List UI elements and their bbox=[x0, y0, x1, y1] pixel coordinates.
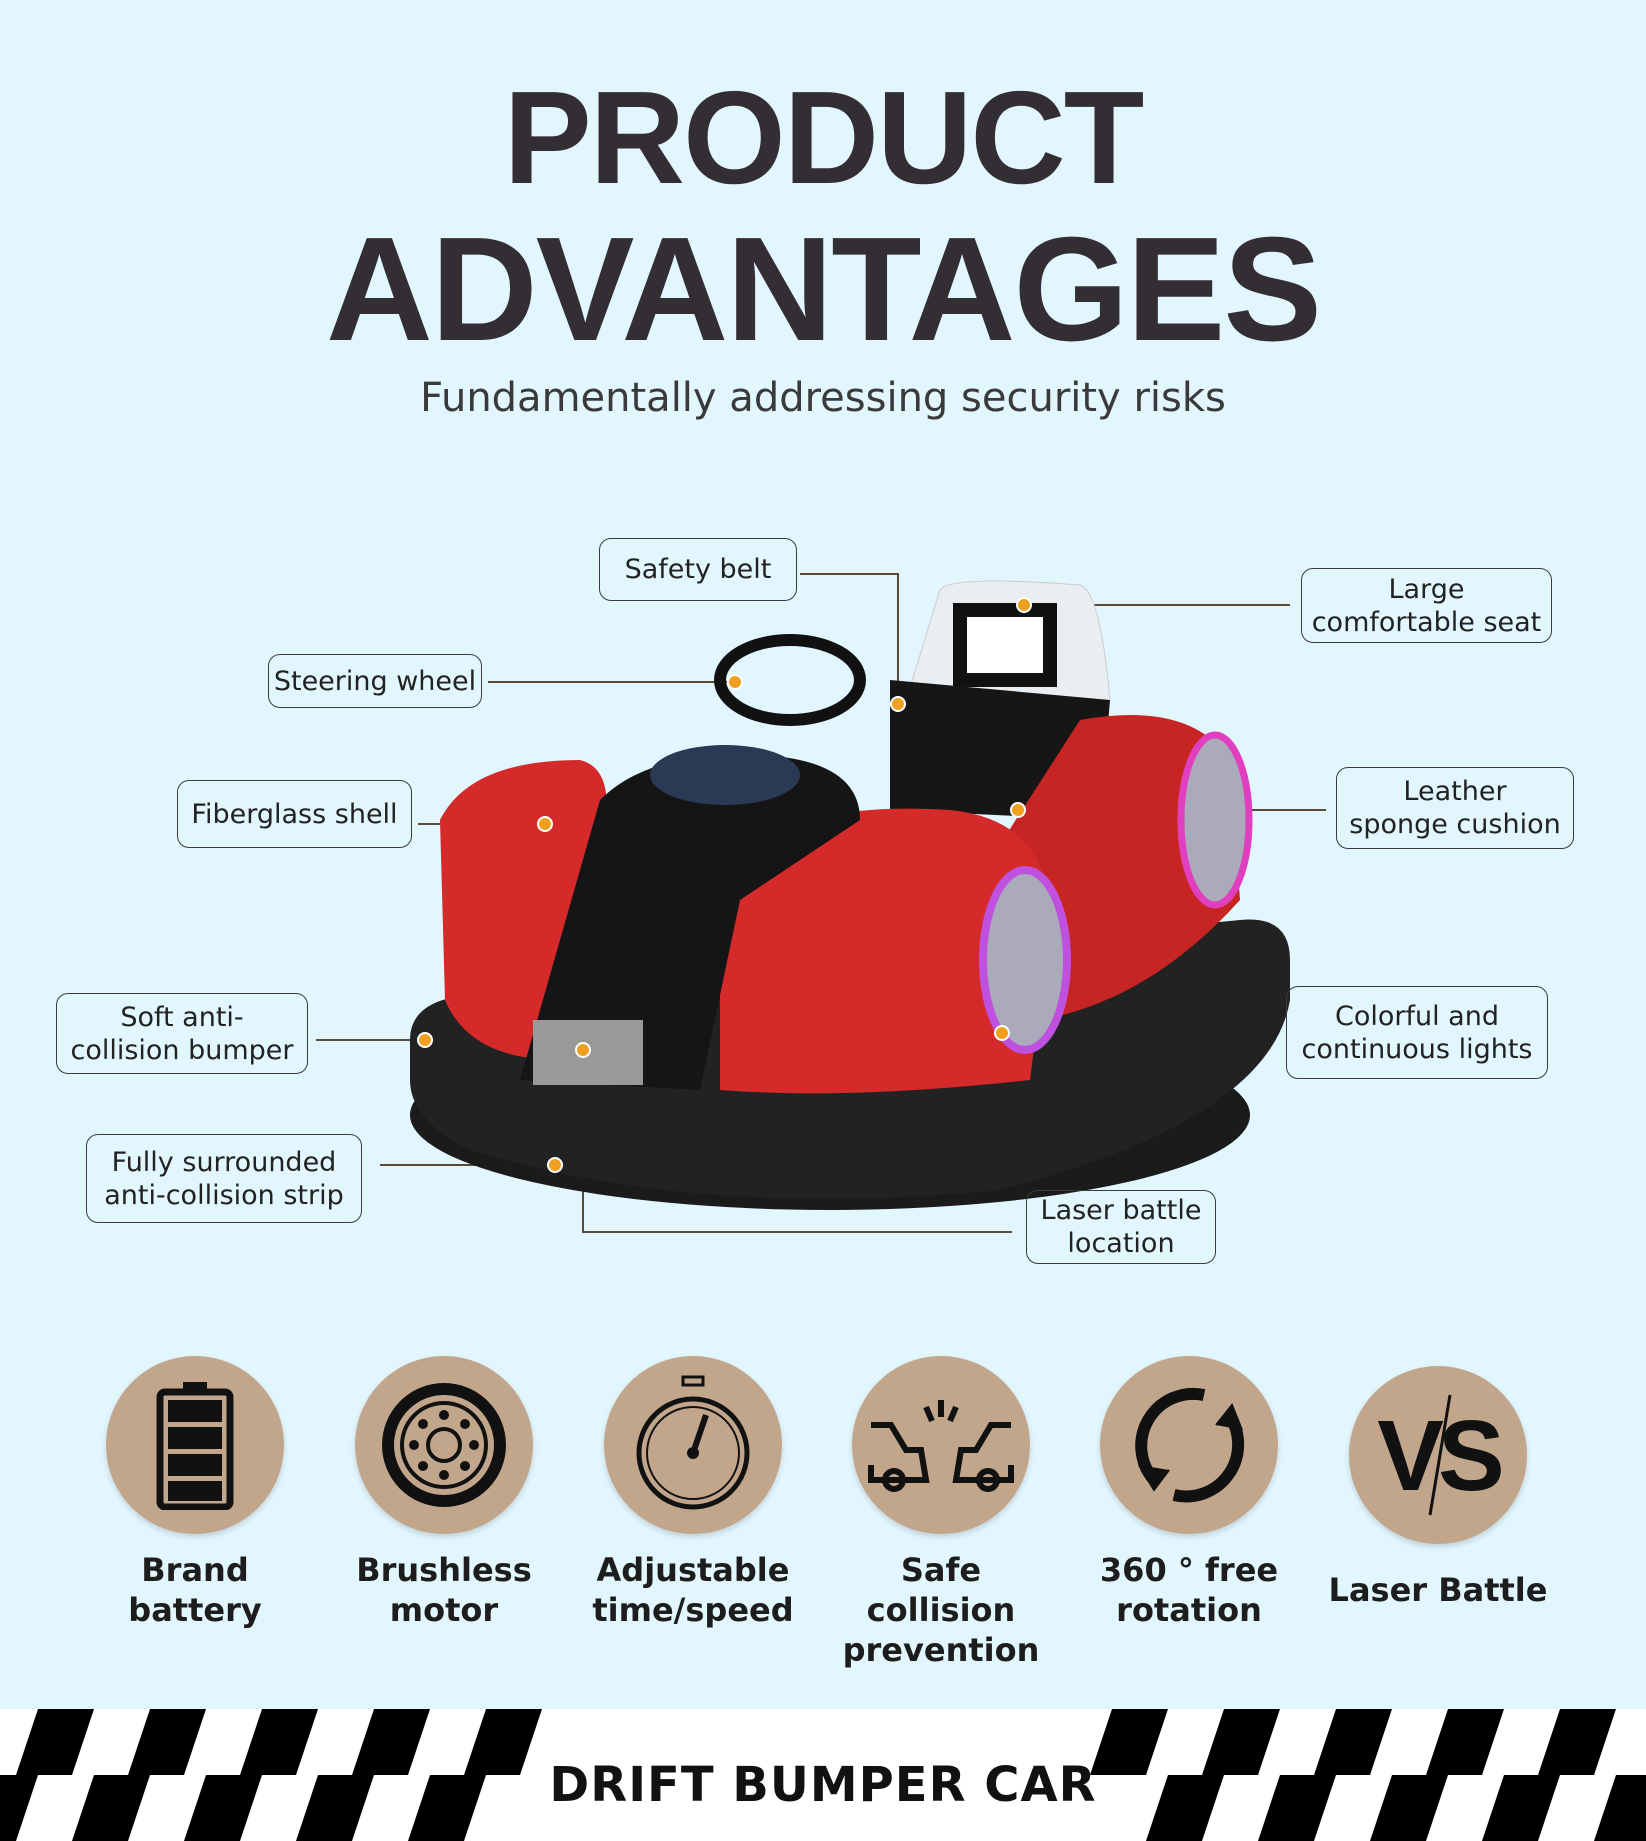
checker-square bbox=[1146, 1775, 1224, 1841]
steering-wheel bbox=[714, 634, 866, 726]
checkered-banner: DRIFT BUMPER CAR bbox=[0, 1709, 1646, 1841]
callout-fiberglass-shell: Fiberglass shell bbox=[177, 780, 412, 848]
callout-colorful-lights: Colorful and continuous lights bbox=[1286, 986, 1548, 1079]
motor-icon bbox=[355, 1356, 533, 1534]
checker-square bbox=[1538, 1709, 1616, 1775]
banner-title: DRIFT BUMPER CAR bbox=[549, 1757, 1097, 1813]
feature-label: Adjustable time/speed bbox=[592, 1551, 794, 1629]
checker-square bbox=[1426, 1709, 1504, 1775]
feature-laser-battle: VS Laser Battle bbox=[1328, 1356, 1548, 1610]
feature-label: Brand battery bbox=[128, 1551, 262, 1629]
checker-square bbox=[408, 1775, 486, 1841]
checker-square bbox=[1258, 1775, 1336, 1841]
checker-square bbox=[296, 1775, 374, 1841]
checker-square bbox=[1090, 1709, 1168, 1775]
checkered-pattern bbox=[0, 1709, 1646, 1841]
feature-label: 360 ° free rotation bbox=[1099, 1551, 1279, 1629]
checker-square bbox=[1594, 1775, 1646, 1841]
checker-square bbox=[1202, 1709, 1280, 1775]
checker-square bbox=[1482, 1775, 1560, 1841]
checker-square bbox=[1370, 1775, 1448, 1841]
battery-icon bbox=[106, 1356, 284, 1534]
checker-square bbox=[240, 1709, 318, 1775]
callout-safety-belt: Safety belt bbox=[599, 538, 797, 601]
rotation-icon bbox=[1100, 1356, 1278, 1534]
checker-square bbox=[464, 1709, 542, 1775]
feature-label: Brushless motor bbox=[356, 1551, 532, 1629]
checker-square bbox=[184, 1775, 262, 1841]
svg-text:VS: VS bbox=[1377, 1400, 1501, 1512]
subtitle: Fundamentally addressing security risks bbox=[420, 375, 1226, 421]
checker-square bbox=[16, 1709, 94, 1775]
checker-square bbox=[72, 1775, 150, 1841]
feature-brushless-motor: Brushless motor bbox=[334, 1356, 554, 1630]
checker-square bbox=[1314, 1709, 1392, 1775]
callout-leather-cushion: Leather sponge cushion bbox=[1336, 767, 1574, 849]
callout-anti-collision-strip: Fully surrounded anti-collision strip bbox=[86, 1134, 362, 1223]
callout-soft-bumper: Soft anti- collision bumper bbox=[56, 993, 308, 1074]
title-line1: PRODUCT bbox=[503, 64, 1145, 211]
callout-laser-location: Laser battle location bbox=[1026, 1190, 1216, 1264]
stopwatch-icon bbox=[604, 1356, 782, 1534]
feature-brand-battery: Brand battery bbox=[85, 1356, 305, 1630]
title-line2: ADVANTAGES bbox=[325, 207, 1322, 372]
callout-large-seat: Large comfortable seat bbox=[1301, 568, 1552, 643]
callout-steering-wheel: Steering wheel bbox=[268, 654, 482, 708]
hotspot-dots bbox=[417, 597, 1032, 1173]
bumper-car-illustration bbox=[316, 573, 1326, 1233]
feature-adjustable-time-speed: Adjustable time/speed bbox=[583, 1356, 803, 1630]
feature-label: Laser Battle bbox=[1328, 1571, 1548, 1609]
feature-label: Safe collision prevention bbox=[842, 1551, 1040, 1669]
checker-square bbox=[128, 1709, 206, 1775]
checker-square bbox=[0, 1775, 38, 1841]
vs-icon: VS bbox=[1349, 1366, 1527, 1544]
car-hood bbox=[520, 754, 860, 1090]
feature-safe-collision: Safe collision prevention bbox=[831, 1356, 1051, 1670]
collision-icon bbox=[852, 1356, 1030, 1534]
checker-square bbox=[352, 1709, 430, 1775]
feature-360-rotation: 360 ° free rotation bbox=[1079, 1356, 1299, 1630]
car-body-right bbox=[720, 808, 1050, 1094]
